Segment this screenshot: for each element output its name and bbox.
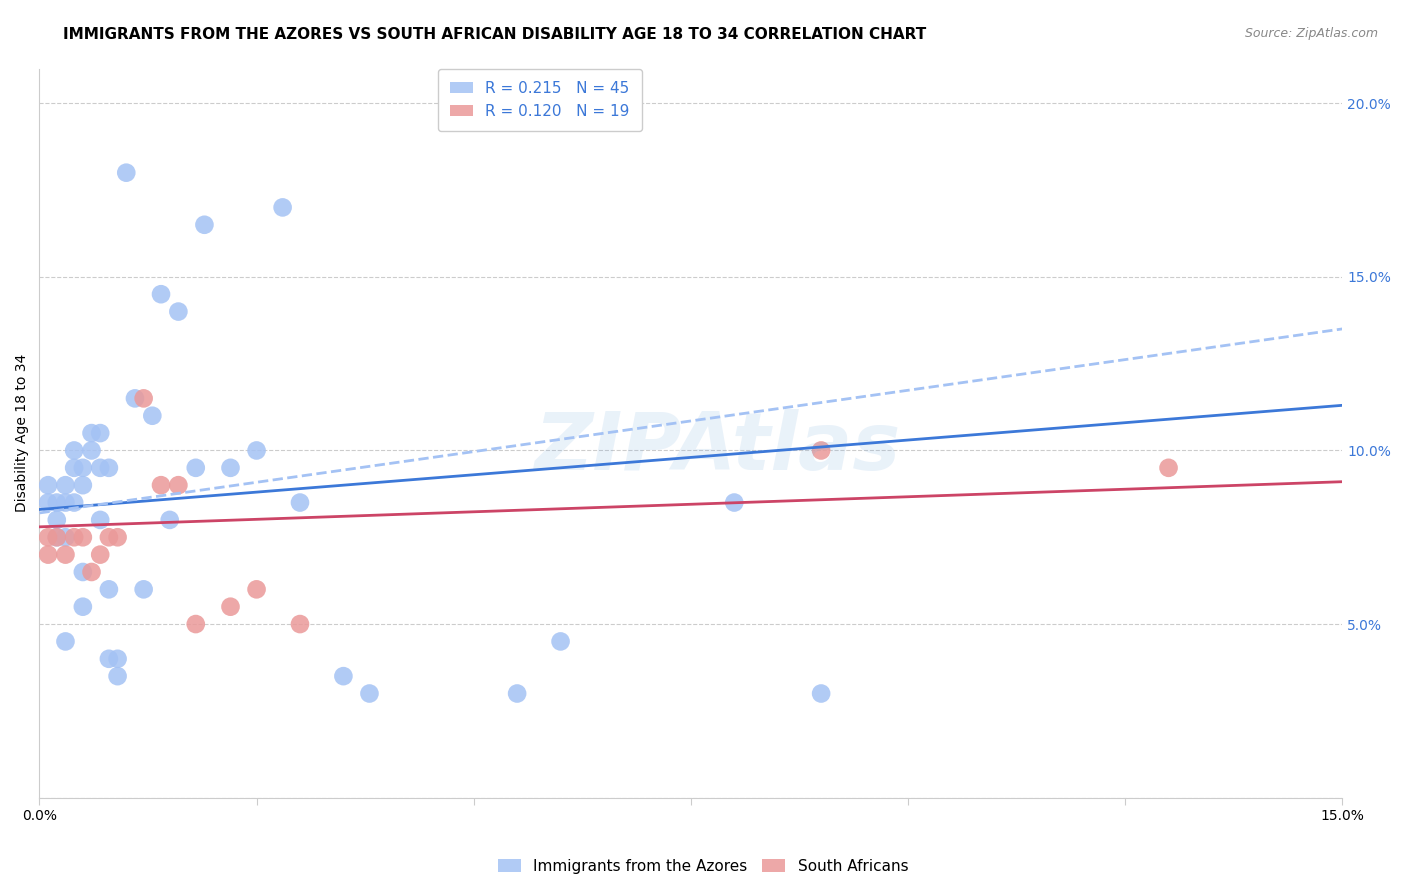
Point [89, 426, 111, 441]
Point [63, 495, 86, 509]
Point [271, 201, 294, 215]
Text: ZIPAtlas: ZIPAtlas [534, 409, 900, 487]
Text: Source: ZipAtlas.com: Source: ZipAtlas.com [1244, 27, 1378, 40]
Point [245, 582, 267, 597]
Point [55, 548, 77, 562]
Point [89, 548, 111, 562]
Point [55, 478, 77, 492]
Point [63, 530, 86, 544]
Point [63, 460, 86, 475]
Point [72, 530, 94, 544]
Point [45, 513, 67, 527]
Point [63, 443, 86, 458]
Point [55, 634, 77, 648]
Point [193, 218, 215, 232]
Point [550, 634, 572, 648]
Point [219, 599, 242, 614]
Point [132, 582, 155, 597]
Point [45, 495, 67, 509]
Point [115, 166, 138, 180]
Text: IMMIGRANTS FROM THE AZORES VS SOUTH AFRICAN DISABILITY AGE 18 TO 34 CORRELATION : IMMIGRANTS FROM THE AZORES VS SOUTH AFRI… [63, 27, 927, 42]
Point [97, 652, 120, 666]
Point [97, 582, 120, 597]
Point [132, 392, 155, 406]
Point [167, 304, 190, 318]
Point [80, 443, 103, 458]
Point [1157, 460, 1180, 475]
Point [159, 513, 181, 527]
Point [332, 669, 354, 683]
Point [107, 669, 129, 683]
Point [37, 530, 59, 544]
Point [55, 530, 77, 544]
Point [55, 495, 77, 509]
Point [184, 460, 207, 475]
Point [80, 426, 103, 441]
Point [97, 460, 120, 475]
Point [150, 287, 173, 301]
Point [141, 409, 163, 423]
Point [80, 565, 103, 579]
Point [89, 513, 111, 527]
Point [184, 617, 207, 632]
Point [37, 548, 59, 562]
Point [288, 495, 311, 509]
Point [359, 686, 381, 700]
Point [150, 478, 173, 492]
Point [72, 460, 94, 475]
Legend: R = 0.215   N = 45, R = 0.120   N = 19: R = 0.215 N = 45, R = 0.120 N = 19 [437, 69, 643, 131]
Legend: Immigrants from the Azores, South Africans: Immigrants from the Azores, South Africa… [492, 853, 914, 880]
Point [72, 478, 94, 492]
Point [124, 392, 146, 406]
Point [72, 565, 94, 579]
Point [810, 443, 832, 458]
Point [288, 617, 311, 632]
Y-axis label: Disability Age 18 to 34: Disability Age 18 to 34 [15, 354, 30, 512]
Point [45, 530, 67, 544]
Point [167, 478, 190, 492]
Point [89, 460, 111, 475]
Point [506, 686, 529, 700]
Point [37, 495, 59, 509]
Point [107, 530, 129, 544]
Point [97, 530, 120, 544]
Point [37, 478, 59, 492]
Point [219, 460, 242, 475]
Point [72, 599, 94, 614]
Point [45, 530, 67, 544]
Point [245, 443, 267, 458]
Point [810, 686, 832, 700]
Point [107, 652, 129, 666]
Point [723, 495, 745, 509]
